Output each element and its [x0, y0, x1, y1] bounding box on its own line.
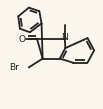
Text: N: N	[61, 33, 68, 42]
Text: Br: Br	[9, 63, 19, 72]
Text: O: O	[19, 35, 26, 44]
